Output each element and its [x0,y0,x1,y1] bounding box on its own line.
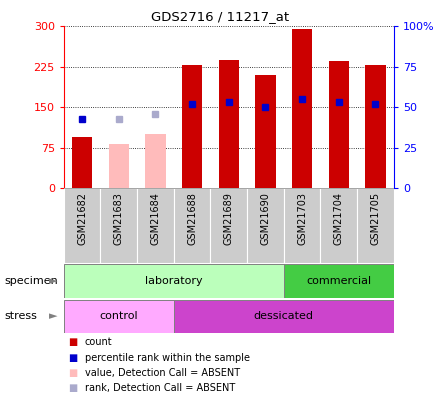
Text: control: control [99,311,138,321]
Bar [145,134,165,188]
Bar [357,188,394,263]
Text: commercial: commercial [306,276,371,286]
Bar [72,137,92,188]
Text: percentile rank within the sample: percentile rank within the sample [85,353,250,362]
Text: GSM21684: GSM21684 [150,192,161,245]
Bar [64,264,284,298]
Bar [64,300,174,333]
Text: GSM21683: GSM21683 [114,192,124,245]
Text: ■: ■ [68,384,77,393]
Bar [137,188,174,263]
Text: GSM21703: GSM21703 [297,192,307,245]
Bar [174,188,210,263]
Bar [284,264,394,298]
Text: GSM21690: GSM21690 [260,192,271,245]
Text: specimen: specimen [4,276,58,286]
Bar [284,188,320,263]
Text: rank, Detection Call = ABSENT: rank, Detection Call = ABSENT [85,384,235,393]
Text: GSM21704: GSM21704 [334,192,344,245]
Bar [174,300,394,333]
Text: stress: stress [4,311,37,321]
Text: dessicated: dessicated [254,311,314,321]
Text: GSM21688: GSM21688 [187,192,197,245]
Text: GSM21705: GSM21705 [370,192,381,245]
Text: GSM21689: GSM21689 [224,192,234,245]
Text: GSM21682: GSM21682 [77,192,87,245]
Bar [210,188,247,263]
Bar [64,188,100,263]
Bar [182,65,202,188]
Bar [365,65,385,188]
Text: GDS2716 / 11217_at: GDS2716 / 11217_at [151,10,289,23]
Text: ■: ■ [68,337,77,347]
Text: value, Detection Call = ABSENT: value, Detection Call = ABSENT [85,368,240,378]
Bar [100,188,137,263]
Bar [292,29,312,188]
Text: ■: ■ [68,368,77,378]
Text: laboratory: laboratory [145,276,202,286]
Bar [247,188,284,263]
Text: count: count [85,337,113,347]
Bar [329,62,349,188]
Text: ■: ■ [68,353,77,362]
Bar [219,60,239,188]
Bar [255,75,275,188]
Text: ►: ► [49,276,58,286]
Bar [320,188,357,263]
Text: ►: ► [49,311,58,321]
Bar [109,143,129,188]
